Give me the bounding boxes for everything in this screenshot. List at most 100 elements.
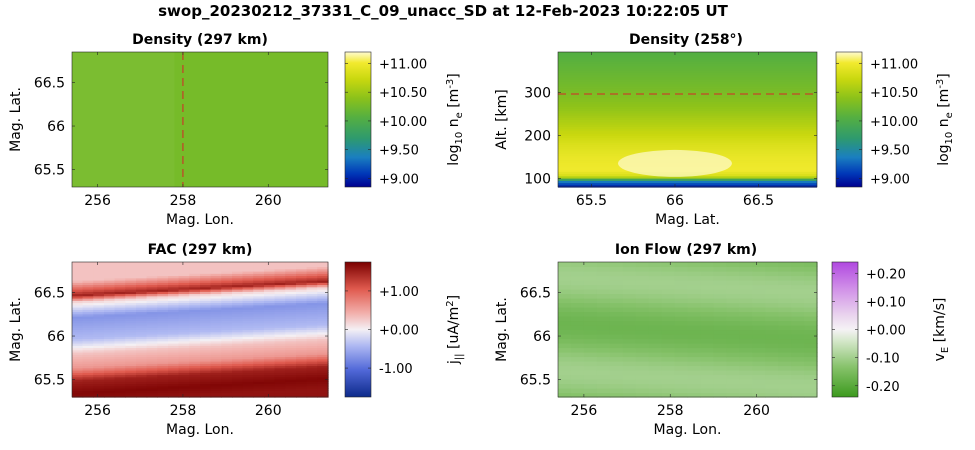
ion-flow-cell [558,392,572,398]
ion-flow-cell [622,388,637,394]
ion-flow-cell [648,316,663,322]
fac-cell [157,318,169,322]
fac-cell [274,336,286,340]
ion-flow-cell [713,352,727,358]
ion-flow-cell [596,365,611,371]
fac-cell [178,313,190,317]
ion-flow-cell [700,311,714,317]
fac-cell [274,367,286,371]
ion-flow-cell [583,320,598,326]
fac-cell [189,374,201,378]
fac-cell [146,300,158,304]
density-profile-cell [558,92,817,96]
fac-cell [264,291,276,295]
ion-flow-cell [713,293,727,299]
ion-flow-cell [596,392,611,398]
fac-cell [93,282,105,286]
density-profile-cell [558,142,817,145]
fac_map-ytick-label: 66 [47,329,65,345]
ion-flow-cell [570,307,585,313]
fac-cell [168,334,180,337]
fac-cell [232,282,244,286]
fac-cell [157,394,169,398]
fac-cell [168,291,180,295]
fac-cell [104,268,116,272]
ion-flow-cell [791,343,805,349]
density_map-colorbar-label: log10 ne [m-3] [445,73,465,166]
fac-cell [242,361,254,364]
density_profile-ylabel: Alt. [km] [494,89,510,150]
fac-cell [285,334,297,337]
fac-cell [93,325,105,328]
fac-cell [232,307,244,310]
fac-cell [178,318,190,322]
fac-cell [253,372,265,376]
ion-flow-cell [739,365,753,371]
ion-flow-cell [622,352,637,358]
fac-cell [114,309,126,313]
fac-cell [253,329,265,333]
fac-cell [157,271,169,274]
fac-cell [221,307,233,310]
fac-cell [200,284,212,288]
fac-cell [274,349,286,353]
fac-cell [93,347,105,351]
fac-cell [114,266,126,270]
fac-cell [274,311,286,315]
ion-flow-cell [752,392,766,398]
fac-cell [93,300,105,304]
ion-flow-cell [739,347,753,353]
ion-flow-cell [778,307,792,313]
fac-cell [114,313,126,317]
ion-flow-cell [570,392,585,398]
fac-cell [125,262,137,265]
ion-flow-cell [596,271,611,277]
ion-flow-cell [635,392,650,398]
fac-cell [146,309,158,313]
fac-cell [274,277,286,281]
fac-cell [125,291,137,295]
ion-flow-cell [700,302,714,308]
fac-cell [93,316,105,319]
density_map-xlabel: Mag. Lon. [166,212,234,228]
fac-cell [72,291,84,295]
fac-cell [125,354,137,358]
fac-cell [178,325,190,328]
fac-cell [104,394,116,398]
fac-cell [317,379,329,382]
fac-cell [114,361,126,364]
fac-cell [253,277,265,281]
fac-cell [104,388,116,391]
fac-cell [306,356,318,360]
fac-cell [264,309,276,313]
fac-cell [317,300,329,304]
fac-cell [317,311,329,315]
fac-cell [114,367,126,371]
ion-flow-cell [700,275,714,281]
fac-cell [210,311,222,315]
fac-cell [306,385,318,389]
fac-cell [136,291,148,295]
ion_flow_map-ytick-label: 66 [533,329,551,345]
fac-cell [125,376,137,380]
fac-cell [264,361,276,364]
ion-flow-cell [713,365,727,371]
fac-cell [200,275,212,279]
fac-cell [125,302,137,306]
fac-cell [146,374,158,378]
density_map-colorbar [344,51,372,188]
fac-cell [168,325,180,328]
density_profile-xtick-label: 66.5 [743,193,774,209]
fac-cell [114,307,126,310]
fac-cell [114,282,126,286]
fac-cell [114,329,126,333]
fac-cell [93,309,105,313]
fac-cell [264,316,276,319]
fac-cell [210,268,222,272]
density-profile-cell [558,106,817,109]
ion-flow-cell [648,280,663,286]
fac-cell [317,349,329,353]
ion-flow-cell [661,311,676,317]
ion-flow-cell [726,356,740,362]
fac-cell [178,349,190,353]
